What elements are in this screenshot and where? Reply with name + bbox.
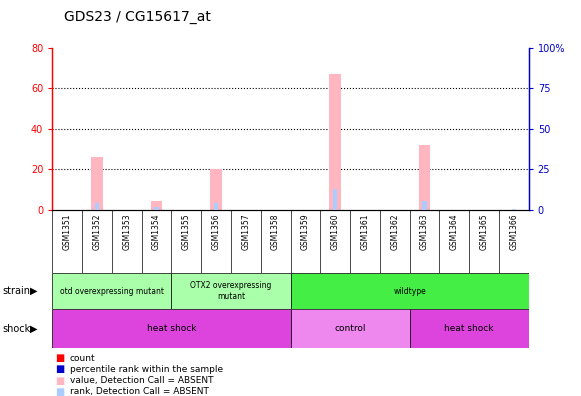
Text: count: count xyxy=(70,354,95,363)
Bar xyxy=(150,201,163,210)
Text: GSM1356: GSM1356 xyxy=(211,213,221,249)
Text: GSM1364: GSM1364 xyxy=(450,213,459,249)
Text: shock: shock xyxy=(3,324,31,334)
Text: wildtype: wildtype xyxy=(393,287,426,295)
Text: GDS23 / CG15617_at: GDS23 / CG15617_at xyxy=(64,10,211,24)
Text: GSM1365: GSM1365 xyxy=(479,213,489,249)
Bar xyxy=(290,309,410,348)
Text: ▶: ▶ xyxy=(30,286,38,296)
Text: control: control xyxy=(334,324,366,333)
Bar xyxy=(290,273,529,309)
Text: heat shock: heat shock xyxy=(444,324,494,333)
Text: ■: ■ xyxy=(55,353,64,364)
Bar xyxy=(329,74,341,210)
Bar xyxy=(410,309,529,348)
Text: GSM1361: GSM1361 xyxy=(360,213,370,249)
Text: GSM1360: GSM1360 xyxy=(331,213,340,249)
Text: heat shock: heat shock xyxy=(146,324,196,333)
Bar xyxy=(171,273,290,309)
Text: GSM1354: GSM1354 xyxy=(152,213,161,249)
Text: GSM1363: GSM1363 xyxy=(420,213,429,249)
Text: GSM1358: GSM1358 xyxy=(271,213,280,249)
Text: GSM1355: GSM1355 xyxy=(182,213,191,249)
Text: value, Detection Call = ABSENT: value, Detection Call = ABSENT xyxy=(70,376,213,385)
Bar xyxy=(214,204,218,210)
Bar xyxy=(95,204,99,210)
Text: ▶: ▶ xyxy=(30,324,38,334)
Bar xyxy=(512,209,516,210)
Text: GSM1352: GSM1352 xyxy=(92,213,102,249)
Text: GSM1359: GSM1359 xyxy=(301,213,310,249)
Text: ■: ■ xyxy=(55,364,64,375)
Text: GSM1362: GSM1362 xyxy=(390,213,399,249)
Text: GSM1351: GSM1351 xyxy=(63,213,71,249)
Bar xyxy=(210,169,222,210)
Text: OTX2 overexpressing
mutant: OTX2 overexpressing mutant xyxy=(190,282,272,301)
Text: ■: ■ xyxy=(55,386,64,396)
Bar xyxy=(418,145,431,210)
Text: ■: ■ xyxy=(55,375,64,386)
Bar xyxy=(52,309,290,348)
Text: strain: strain xyxy=(3,286,31,296)
Text: GSM1357: GSM1357 xyxy=(241,213,250,249)
Bar xyxy=(91,157,103,210)
Text: rank, Detection Call = ABSENT: rank, Detection Call = ABSENT xyxy=(70,387,209,396)
Text: otd overexpressing mutant: otd overexpressing mutant xyxy=(60,287,164,295)
Text: percentile rank within the sample: percentile rank within the sample xyxy=(70,365,223,374)
Text: GSM1366: GSM1366 xyxy=(510,213,518,249)
Bar xyxy=(333,189,338,210)
Bar xyxy=(52,273,171,309)
Bar xyxy=(155,207,159,210)
Text: GSM1353: GSM1353 xyxy=(122,213,131,249)
Bar xyxy=(422,201,426,210)
